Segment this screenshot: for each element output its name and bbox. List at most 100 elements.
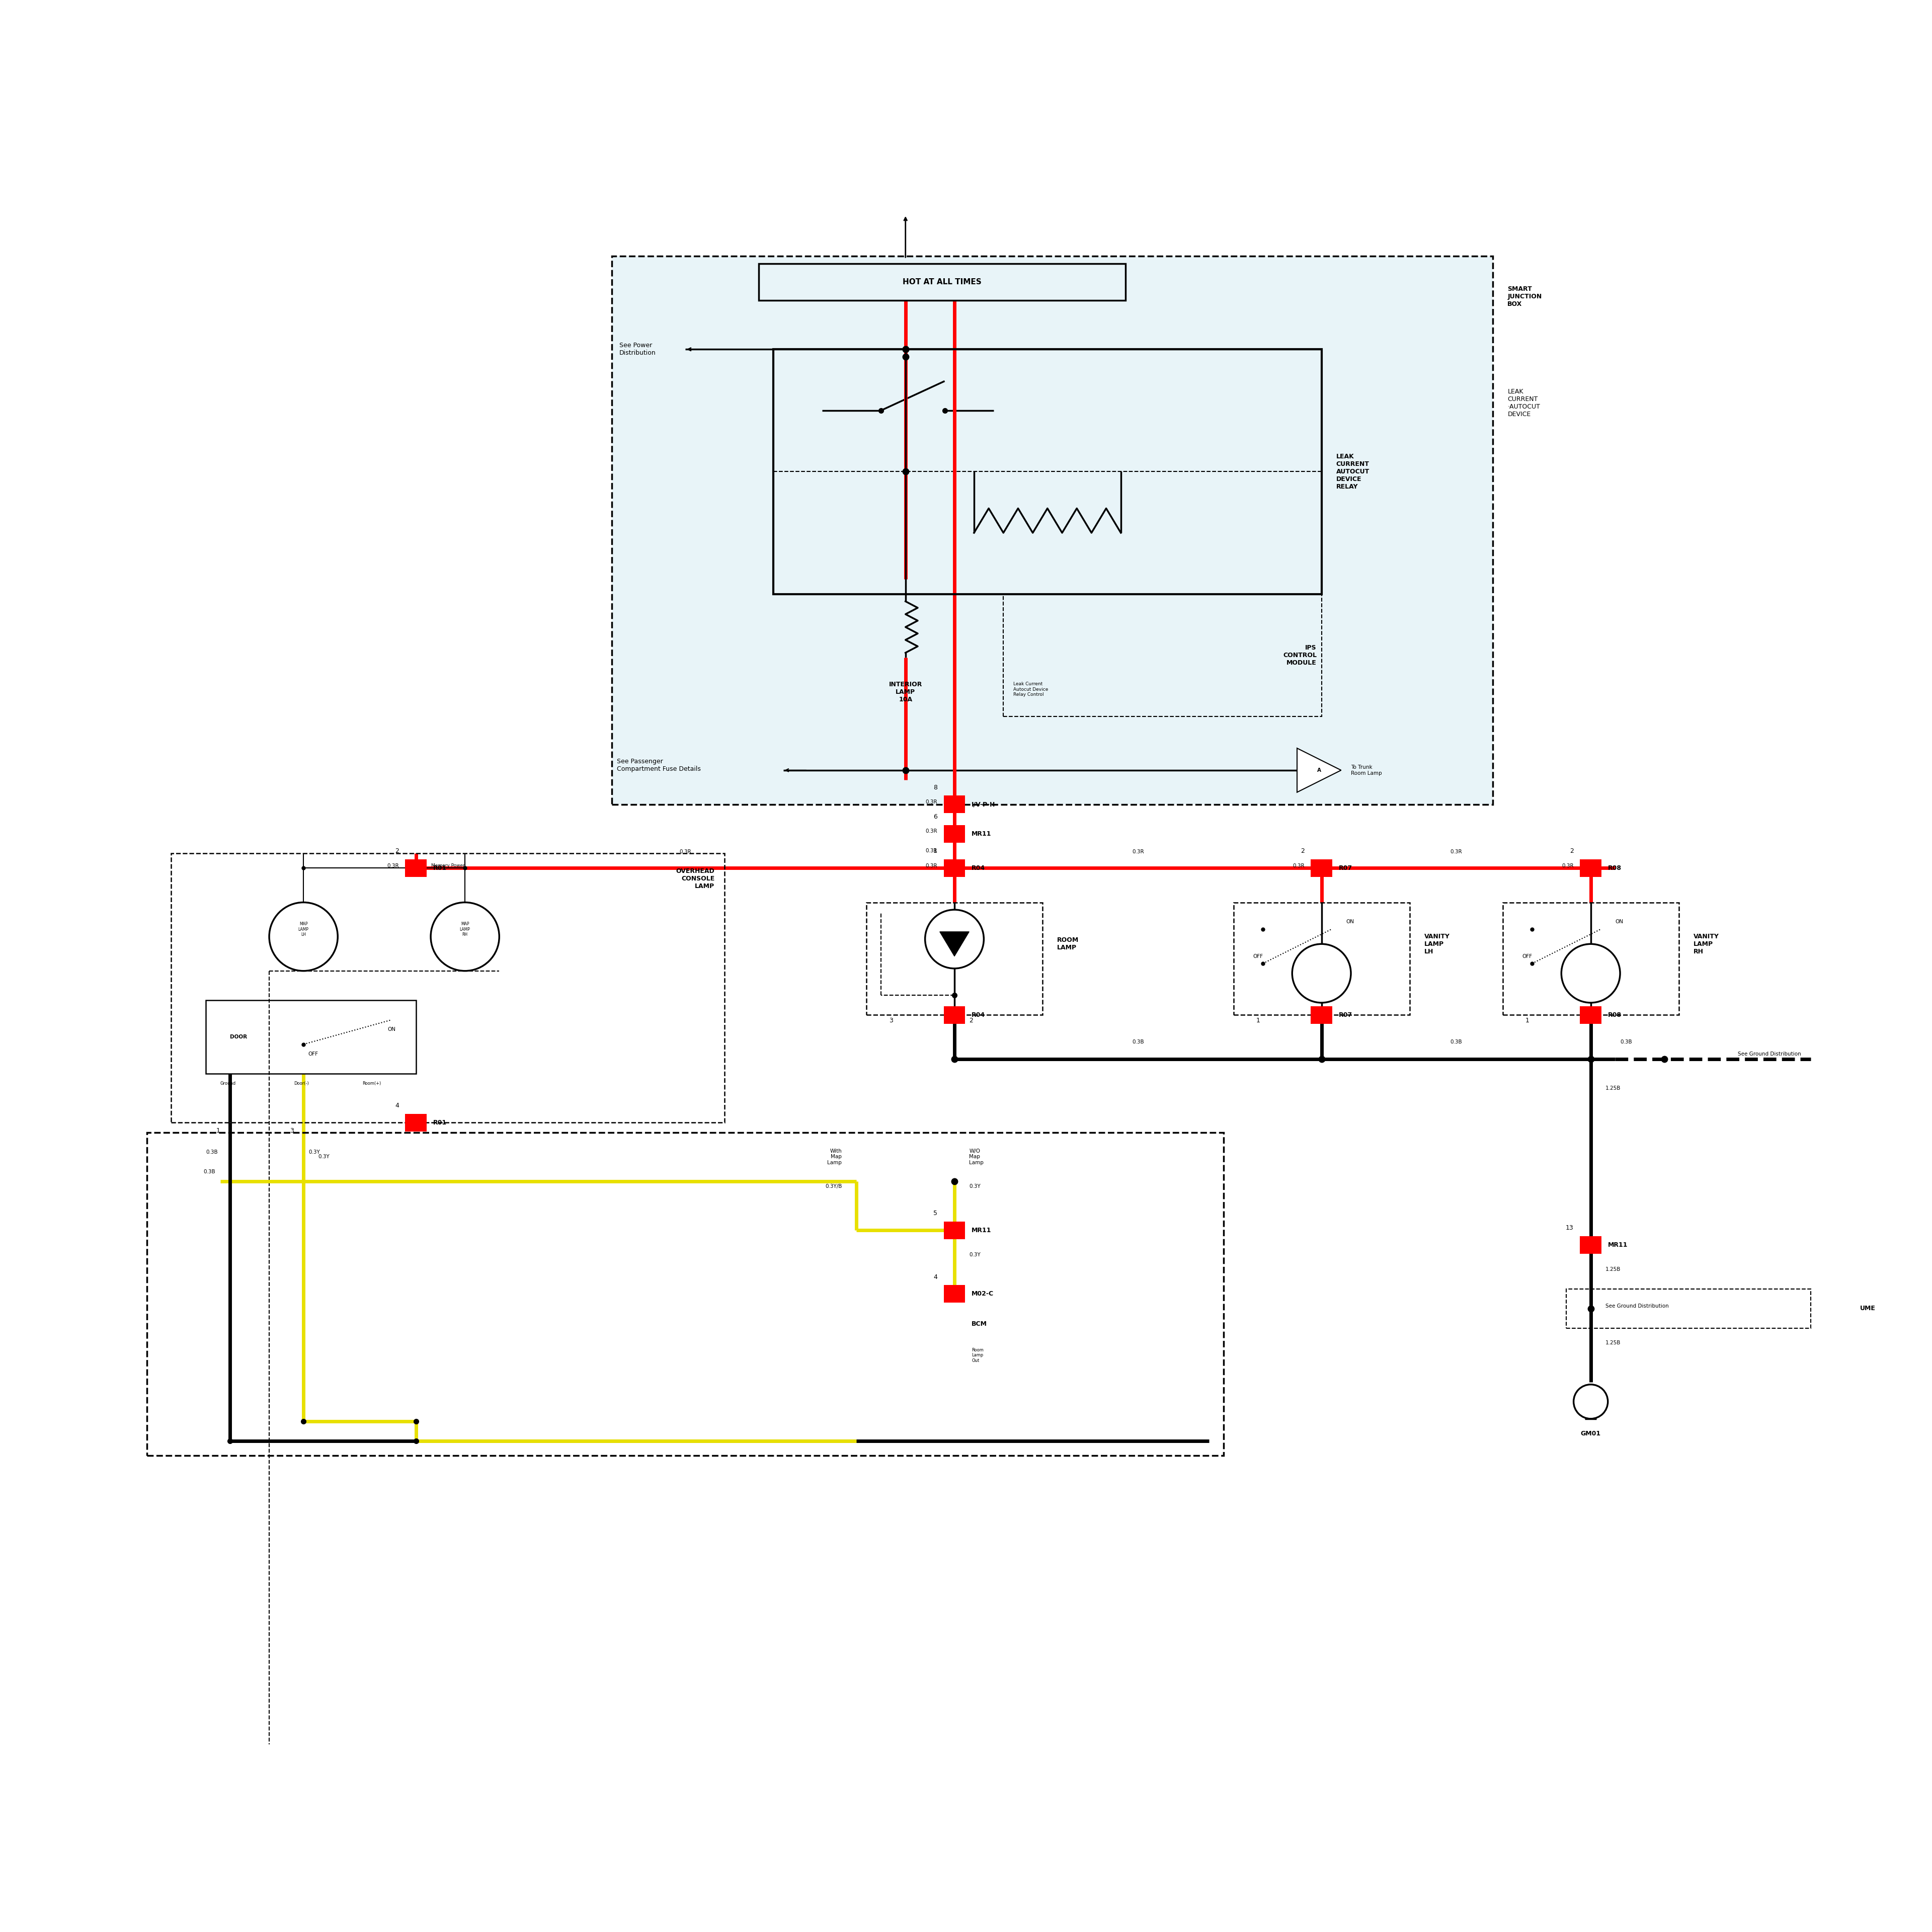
Text: 5: 5 (933, 1209, 937, 1217)
Text: 0.3R: 0.3R (1451, 850, 1463, 854)
Text: 0.3B: 0.3B (1621, 1039, 1633, 1045)
Text: 0.3B: 0.3B (207, 1150, 218, 1155)
Circle shape (925, 910, 983, 968)
Text: 1: 1 (933, 848, 937, 854)
Bar (147, 1132, 1223, 1455)
Text: HOT AT ALL TIMES: HOT AT ALL TIMES (902, 278, 981, 286)
Text: See Ground Distribution: See Ground Distribution (1605, 1304, 1669, 1308)
Text: 0.3R: 0.3R (1132, 850, 1144, 854)
Text: OVERHEAD
CONSOLE
LAMP: OVERHEAD CONSOLE LAMP (676, 867, 715, 891)
Bar (406, 860, 427, 877)
Text: 2: 2 (970, 1018, 974, 1024)
Text: See Power
Distribution: See Power Distribution (618, 342, 655, 355)
Text: To Trunk
Room Lamp: To Trunk Room Lamp (1350, 765, 1381, 775)
Text: 1.25B: 1.25B (1605, 1086, 1621, 1092)
Bar (759, 263, 1126, 299)
Text: 6: 6 (933, 813, 937, 821)
Text: Room(+): Room(+) (361, 1082, 381, 1086)
Text: 0.3R: 0.3R (925, 829, 937, 835)
Text: LEAK
CURRENT
AUTOCUT
DEVICE
RELAY: LEAK CURRENT AUTOCUT DEVICE RELAY (1337, 454, 1370, 491)
Text: 4: 4 (933, 1273, 937, 1281)
Text: 0.3Y: 0.3Y (319, 1155, 330, 1159)
Text: 0.3Y: 0.3Y (309, 1150, 321, 1155)
Text: 0.3R: 0.3R (925, 848, 937, 854)
Text: 1.25B: 1.25B (1605, 1341, 1621, 1345)
Text: 1: 1 (1524, 1018, 1528, 1024)
Text: MAP
LAMP
LH: MAP LAMP LH (298, 922, 309, 937)
Text: GM01: GM01 (1580, 1430, 1602, 1437)
Text: 0.3R: 0.3R (925, 864, 937, 867)
Text: MAP
LAMP
RH: MAP LAMP RH (460, 922, 469, 937)
Bar (1503, 902, 1679, 1014)
Text: IPS
CONTROL
MODULE: IPS CONTROL MODULE (1283, 645, 1316, 667)
Text: 3: 3 (290, 1128, 294, 1134)
Bar (943, 796, 966, 813)
Circle shape (1573, 1385, 1607, 1418)
Bar (205, 1001, 415, 1074)
Text: MR11: MR11 (972, 1227, 991, 1233)
Text: Door(-): Door(-) (294, 1082, 309, 1086)
Text: 3: 3 (952, 935, 956, 943)
Text: A: A (1318, 767, 1321, 773)
Bar (612, 257, 1493, 804)
Text: 0.3R: 0.3R (386, 864, 398, 867)
Circle shape (431, 902, 498, 972)
Text: R01: R01 (433, 866, 446, 871)
Text: ON: ON (1347, 920, 1354, 925)
Text: 0.3R: 0.3R (925, 800, 937, 804)
Text: LEAK
CURRENT
·AUTOCUT
DEVICE: LEAK CURRENT ·AUTOCUT DEVICE (1507, 388, 1540, 417)
Text: R01: R01 (433, 1119, 446, 1126)
Text: 2: 2 (394, 848, 398, 854)
Text: 1: 1 (216, 1128, 220, 1134)
Text: Memory Power: Memory Power (431, 864, 466, 867)
Text: 0.3B: 0.3B (203, 1169, 214, 1175)
Text: MR11: MR11 (1607, 1242, 1629, 1248)
Text: 0.3Y/B: 0.3Y/B (825, 1184, 842, 1188)
Text: Leak Current
Autocut Device
Relay Control: Leak Current Autocut Device Relay Contro… (1012, 682, 1047, 697)
Text: ON: ON (1615, 920, 1623, 925)
Text: R08: R08 (1607, 866, 1621, 871)
Bar (943, 825, 966, 842)
Bar (612, 257, 1493, 804)
Text: DOOR: DOOR (230, 1034, 247, 1039)
Circle shape (1561, 945, 1621, 1003)
Text: Ground: Ground (220, 1082, 236, 1086)
Bar (943, 860, 966, 877)
Polygon shape (1296, 748, 1341, 792)
Text: 2: 2 (1300, 848, 1304, 854)
Text: OFF: OFF (1522, 954, 1532, 958)
Text: R07: R07 (1339, 866, 1352, 871)
Text: 0.3R: 0.3R (1293, 864, 1304, 867)
Circle shape (1293, 945, 1350, 1003)
Text: VANITY
LAMP
RH: VANITY LAMP RH (1694, 933, 1719, 954)
Text: R08: R08 (1607, 1012, 1621, 1018)
Text: 1: 1 (1256, 1018, 1260, 1024)
Text: ROOM
LAMP: ROOM LAMP (1057, 937, 1078, 951)
Text: R04: R04 (972, 866, 985, 871)
Text: 0.3B: 0.3B (1132, 1039, 1144, 1045)
Text: I/V-P-H: I/V-P-H (972, 802, 995, 808)
Text: 0.3Y: 0.3Y (970, 1252, 981, 1258)
Text: ON: ON (388, 1028, 396, 1032)
Text: R07: R07 (1339, 1012, 1352, 1018)
Text: 0.3R: 0.3R (680, 850, 692, 854)
Text: INTERIOR
LAMP
10A: INTERIOR LAMP 10A (889, 682, 922, 703)
Text: OFF: OFF (1254, 954, 1264, 958)
Bar (866, 902, 1043, 1014)
Bar (1233, 902, 1410, 1014)
Text: SMART
JUNCTION
BOX: SMART JUNCTION BOX (1507, 286, 1542, 307)
Text: M02-C: M02-C (972, 1291, 993, 1296)
Bar (773, 350, 1321, 593)
Text: OFF: OFF (309, 1051, 319, 1057)
Text: VANITY
LAMP
LH: VANITY LAMP LH (1424, 933, 1449, 954)
Text: 0.3R: 0.3R (1561, 864, 1573, 867)
Text: 4: 4 (394, 1103, 398, 1109)
Bar (1580, 1236, 1602, 1254)
Text: R04: R04 (972, 1012, 985, 1018)
Text: 13: 13 (1565, 1225, 1573, 1231)
Text: 2: 2 (1569, 848, 1573, 854)
Text: 8: 8 (933, 784, 937, 790)
Bar (1580, 860, 1602, 877)
Bar (1567, 1289, 1810, 1327)
Bar (943, 1007, 966, 1024)
